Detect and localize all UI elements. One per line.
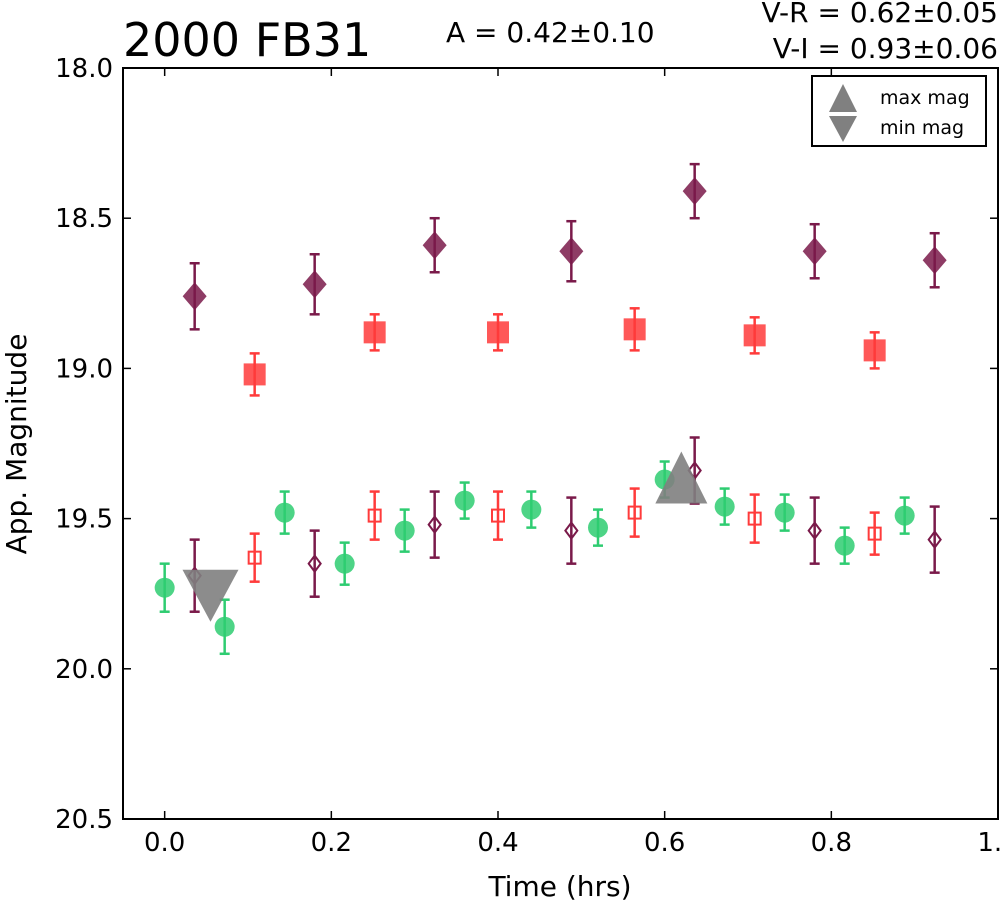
x-tick-label: 0.8 bbox=[811, 828, 852, 858]
data-point-square bbox=[747, 511, 762, 526]
data-point-square bbox=[867, 526, 882, 541]
data-point-circle bbox=[774, 502, 795, 523]
data-point-diamond bbox=[807, 520, 822, 541]
chart-title: 2000 FB31 bbox=[123, 13, 371, 67]
data-point-square bbox=[623, 318, 646, 341]
x-axis-ticks: 0.0 0.2 0.4 0.6 0.8 1.0 bbox=[144, 68, 1000, 858]
vi-color-annotation: V-I = 0.93±0.06 bbox=[773, 32, 998, 65]
data-point-circle bbox=[588, 517, 608, 538]
amplitude-annotation: A = 0.42±0.10 bbox=[446, 16, 655, 49]
legend: max mag min mag bbox=[811, 75, 987, 147]
data-point-circle bbox=[454, 490, 475, 511]
legend-max-mag-marker bbox=[829, 84, 857, 112]
data-point-diamond bbox=[559, 237, 584, 266]
series-4 bbox=[187, 436, 942, 613]
data-point-diamond bbox=[422, 231, 447, 260]
x-tick-label: 0.0 bbox=[144, 828, 185, 858]
plot-area bbox=[154, 162, 947, 656]
data-point-circle bbox=[521, 499, 542, 520]
data-point-square bbox=[243, 363, 266, 386]
y-axis-ticks: 18.0 18.5 19.0 19.5 20.0 20.5 bbox=[55, 54, 998, 835]
vr-color-annotation: V-R = 0.62±0.05 bbox=[762, 0, 998, 29]
data-point-circle bbox=[394, 520, 415, 541]
x-axis-label: Time (hrs) bbox=[487, 870, 631, 901]
data-point-circle bbox=[274, 502, 295, 523]
data-point-circle bbox=[714, 496, 735, 517]
data-point-diamond bbox=[307, 553, 322, 574]
y-axis-label: App. Magnitude bbox=[0, 334, 33, 555]
data-point-square bbox=[491, 508, 505, 523]
legend-max-mag-label: max mag bbox=[880, 87, 970, 109]
data-point-diamond bbox=[682, 177, 707, 206]
data-point-square bbox=[743, 324, 766, 347]
series-1 bbox=[243, 307, 886, 397]
y-tick-label: 20.0 bbox=[55, 655, 113, 685]
data-point-square bbox=[247, 550, 262, 565]
series-3 bbox=[182, 162, 947, 331]
legend-min-mag-label: min mag bbox=[880, 117, 964, 139]
data-point-diamond bbox=[182, 282, 207, 311]
data-point-square bbox=[863, 339, 886, 362]
data-point-diamond bbox=[927, 529, 942, 550]
series-0 bbox=[154, 460, 915, 656]
data-point-square bbox=[363, 321, 386, 344]
y-tick-label: 18.0 bbox=[55, 54, 113, 84]
y-tick-label: 19.0 bbox=[55, 354, 113, 384]
data-point-square bbox=[487, 321, 509, 344]
data-point-circle bbox=[834, 535, 855, 556]
data-point-diamond bbox=[564, 520, 579, 541]
min-mag-marker bbox=[182, 569, 239, 622]
x-tick-label: 1.0 bbox=[977, 828, 1000, 858]
data-point-diamond bbox=[427, 514, 442, 535]
data-point-circle bbox=[894, 505, 915, 526]
data-point-diamond bbox=[802, 237, 827, 266]
y-tick-label: 20.5 bbox=[55, 805, 113, 835]
y-tick-label: 19.5 bbox=[55, 505, 113, 535]
data-point-diamond bbox=[922, 246, 947, 275]
data-point-circle bbox=[154, 577, 175, 598]
legend-min-mag-marker bbox=[829, 116, 857, 142]
series-2 bbox=[247, 487, 882, 583]
x-tick-label: 0.4 bbox=[477, 828, 518, 858]
data-point-square bbox=[367, 508, 382, 523]
x-tick-label: 0.6 bbox=[644, 828, 685, 858]
data-point-square bbox=[627, 505, 642, 520]
data-point-circle bbox=[334, 553, 355, 574]
y-tick-label: 18.5 bbox=[55, 204, 113, 234]
max-mag-marker bbox=[655, 451, 708, 504]
plot-frame bbox=[122, 67, 999, 820]
data-point-circle bbox=[214, 616, 235, 637]
x-tick-label: 0.2 bbox=[311, 828, 352, 858]
data-point-diamond bbox=[302, 270, 327, 299]
